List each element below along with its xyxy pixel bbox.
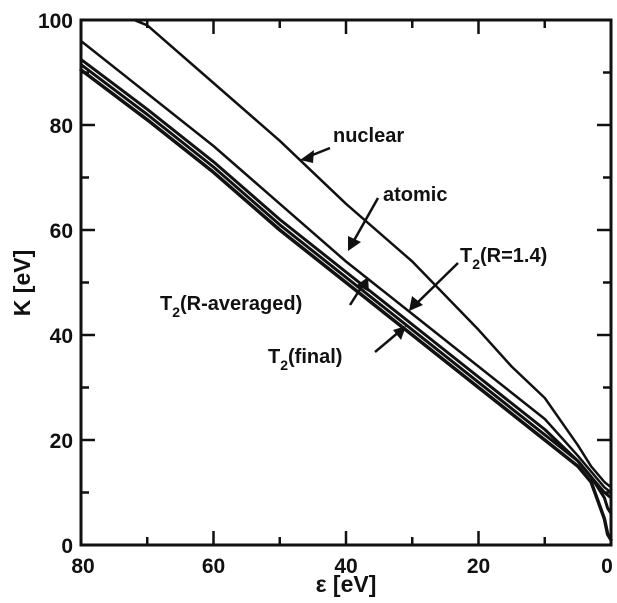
t2-final-arrow [374,330,401,353]
annotation-t2-r14-rest: (R=1.4) [480,245,547,267]
t2-final-arrowhead [393,326,406,340]
series-line-t2-final [79,68,613,542]
annotation-t2-raveraged-base: T [160,293,172,315]
x-tick-label-80: 80 [71,555,94,578]
series-line-atomic [79,39,613,494]
annotation-arrows [300,146,459,353]
x-tick-label-40: 40 [334,555,357,578]
annotation-t2-raveraged-rest: (R-averaged) [180,293,302,315]
annotation-t2-final-rest: (final) [288,346,342,368]
t2-r14-arrow [414,262,459,306]
annotation-t2-r14: T2(R=1.4) [460,245,547,272]
annotation-atomic: atomic [383,184,447,206]
y-tick-label-100: 100 [38,10,73,33]
y-tick-label-60: 60 [50,220,73,243]
series-curves [79,18,613,542]
annotation-t2-final-base: T [268,346,280,368]
atomic-arrow [350,197,380,245]
y-tick-label-80: 80 [50,115,73,138]
annotation-t2-r14-base: T [460,245,472,267]
annotation-t2-r14-sub: 2 [472,256,480,272]
x-tick-label-20: 20 [467,555,490,578]
y-tick-labels: 0 20 40 60 80 100 [38,10,73,558]
series-line-nuclear [132,18,613,489]
plot-area [79,18,613,547]
series-line-t2-r-averaged [79,63,613,515]
annotation-t2-raveraged-sub: 2 [172,304,180,320]
x-tick-labels: 80 60 40 20 0 [71,555,613,578]
x-axis-label: ε [eV] [316,571,377,597]
atomic-arrowhead [348,236,361,251]
annotation-t2-final: T2(final) [268,346,342,373]
x-tick-label-0: 0 [601,555,613,578]
y-tick-label-20: 20 [50,430,73,453]
y-axis-label: K [eV] [9,250,35,316]
x-tick-label-60: 60 [202,555,225,578]
nuclear-arrowhead [300,150,314,163]
annotation-nuclear: nuclear [333,125,404,147]
annotation-t2-final-sub: 2 [280,357,288,373]
y-tick-label-40: 40 [50,325,73,348]
y-tick-label-0: 0 [61,535,73,558]
t2-raveraged-arrowhead [357,277,369,292]
t2-r14-arrowhead [409,296,423,311]
annotation-t2-raveraged: T2(R-averaged) [160,293,302,320]
axis-ticks [79,18,613,547]
